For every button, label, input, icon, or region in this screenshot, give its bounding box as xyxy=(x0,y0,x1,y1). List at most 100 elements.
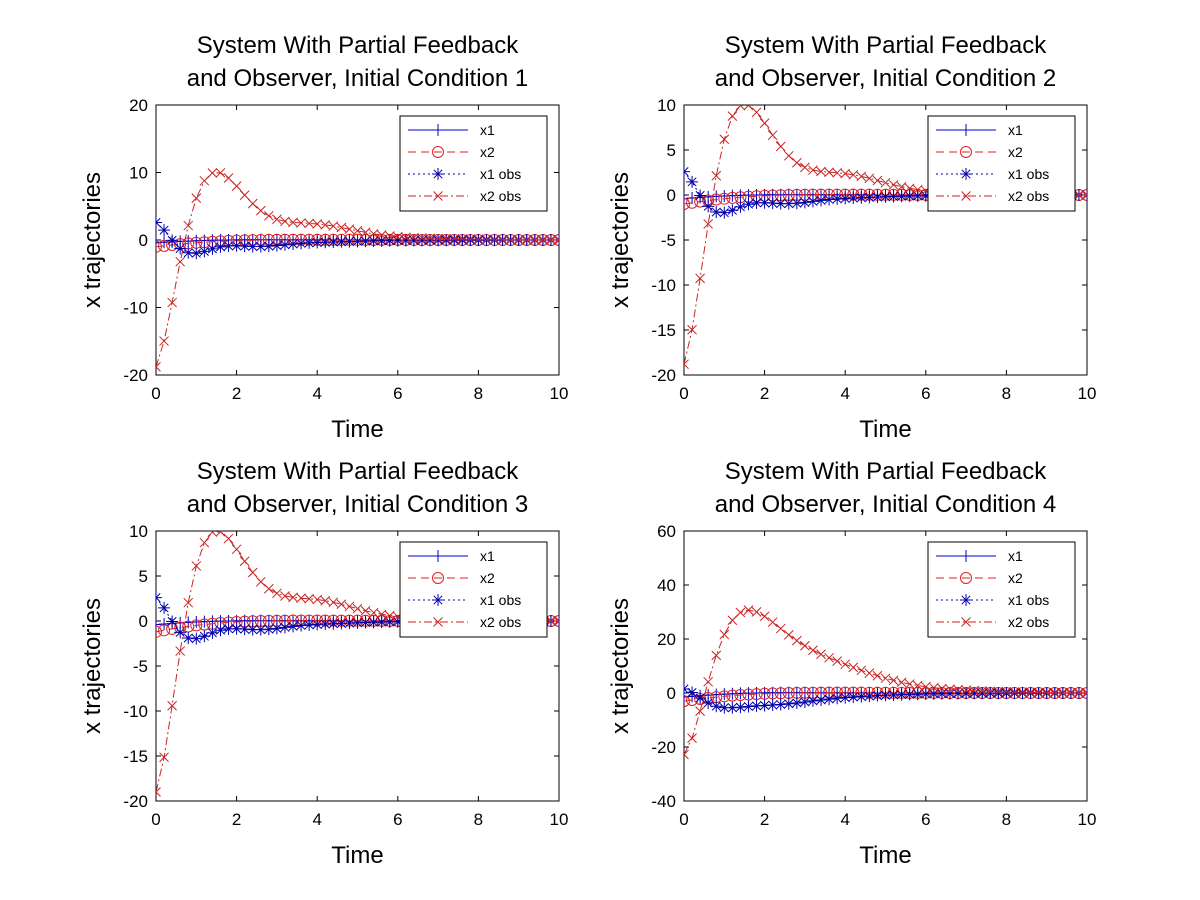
series-x1-point xyxy=(159,618,170,631)
series-x1-obs-point xyxy=(919,688,932,701)
y-tick-label: -5 xyxy=(133,657,148,676)
series-x1-obs-point xyxy=(839,691,852,704)
series-x1-obs-point xyxy=(960,687,973,700)
series-x1-obs-point xyxy=(190,632,203,645)
series-x1-obs-point xyxy=(295,619,308,632)
series-x2-obs-point xyxy=(449,233,460,244)
series-x2-point xyxy=(726,191,739,204)
series-x2-obs-point xyxy=(538,235,548,245)
y-tick-label: 5 xyxy=(667,141,676,160)
legend-marker xyxy=(961,124,971,136)
series-x2-obs-point xyxy=(384,610,395,621)
series-x2-obs-line xyxy=(156,172,559,368)
series-x2-obs-point xyxy=(848,169,859,180)
series-x2-obs-point xyxy=(156,787,161,797)
series-x1-obs-point xyxy=(710,206,723,219)
series-x1-obs-point xyxy=(839,192,852,205)
y-tick-label: -5 xyxy=(661,231,676,250)
x-tick-label: 0 xyxy=(151,810,160,829)
series-x1-obs-point xyxy=(798,196,811,209)
legend-item-series-x1-obs: x1 obs xyxy=(408,592,521,608)
series-x2-obs-point xyxy=(684,749,689,760)
legend-box xyxy=(399,115,548,212)
series-x2-obs-point xyxy=(791,635,802,646)
series-x1-obs-point xyxy=(919,189,932,202)
series-x2-obs-point xyxy=(191,193,202,204)
series-x1-obs-point xyxy=(351,616,364,629)
y-tick-label: 5 xyxy=(139,567,148,586)
series-x2-obs-point xyxy=(808,165,818,175)
series-x1-obs-point xyxy=(391,615,404,628)
series-x2-obs-point xyxy=(751,107,762,118)
series-x1-obs-point xyxy=(222,622,235,635)
x-tick-label: 8 xyxy=(474,384,483,403)
y-tick-label: 20 xyxy=(129,96,148,115)
x-tick-label: 10 xyxy=(550,384,569,403)
series-x1-obs-point xyxy=(734,200,747,213)
series-x2-obs-point xyxy=(473,234,484,245)
series-x2-point xyxy=(742,688,755,701)
series-x2-obs-point xyxy=(920,681,931,692)
series-x2-obs-point xyxy=(759,611,770,622)
series-x1-obs-point xyxy=(927,687,940,700)
series-x2-obs-point xyxy=(191,561,202,571)
series-x1-obs-point xyxy=(319,236,332,249)
y-tick-label: 20 xyxy=(657,630,676,649)
legend-label: x2 obs xyxy=(1008,614,1049,630)
y-tick-label: -15 xyxy=(123,747,148,766)
series-x2-obs-point xyxy=(320,595,331,606)
series-x2-obs-point xyxy=(296,218,306,228)
series-x2-obs-point xyxy=(223,533,234,544)
series-x2-point xyxy=(686,196,699,209)
series-x2-obs-point xyxy=(832,656,842,666)
series-x1-obs-point xyxy=(383,234,396,247)
legend-label: x2 xyxy=(1008,570,1023,586)
series-x2-point xyxy=(158,624,171,637)
series-x1-obs-point xyxy=(190,247,203,260)
series-x1-obs-point xyxy=(206,626,219,639)
series-x2-obs-point xyxy=(1017,687,1028,698)
series-x2-obs-point xyxy=(1041,687,1052,698)
series-x1-obs-point xyxy=(230,239,243,252)
series-x1-obs-point xyxy=(472,234,485,247)
legend: x1 x2 x1 obs x2 obs xyxy=(399,541,548,638)
y-tick-label: -15 xyxy=(651,321,676,340)
series-x2-point xyxy=(190,619,203,632)
series-x2-obs-point xyxy=(336,222,347,233)
series-x2-obs-point xyxy=(767,617,778,628)
series-x1-obs-point xyxy=(742,198,755,211)
series-x2-obs-point xyxy=(263,210,274,221)
series-x2-obs-point xyxy=(159,336,169,346)
series-x2-obs-point xyxy=(360,227,371,238)
series-x2-point xyxy=(734,689,747,702)
legend-item-series-x1: x1 xyxy=(936,548,1023,564)
legend-label: x2 xyxy=(1008,144,1023,160)
series-x2-obs-point xyxy=(743,605,754,616)
y-tick-label: -20 xyxy=(651,366,676,385)
x-axis-label: Time xyxy=(859,416,911,443)
series-x2-obs-point xyxy=(840,168,851,179)
series-x1-obs-point xyxy=(879,689,892,702)
series-x2-obs-point xyxy=(409,232,419,243)
chart-panel-2: System With Partial Feedback and Observer… xyxy=(607,32,1096,443)
series-x2-obs-point xyxy=(929,682,939,693)
series-x2-obs-point xyxy=(695,273,705,284)
x-axis-label: Time xyxy=(331,842,383,869)
legend-item-series-x1-obs: x1 obs xyxy=(936,592,1049,608)
series-x1-obs-point xyxy=(911,688,924,701)
series-x2-obs-point xyxy=(368,607,379,618)
series-x1-obs-point xyxy=(278,238,291,251)
legend-item-series-x1-obs: x1 obs xyxy=(936,166,1049,182)
legend-item-series-x2-obs: x2 obs xyxy=(408,188,521,204)
series-x2-obs-point xyxy=(167,700,177,711)
legend-marker xyxy=(960,168,972,180)
series-x2-obs-point xyxy=(912,680,923,691)
series-x1-obs-point xyxy=(343,617,356,630)
x-tick-label: 6 xyxy=(393,810,402,829)
series-x1-obs-point xyxy=(871,191,884,204)
series-x2-obs-point xyxy=(352,225,363,236)
legend-item-series-x2-obs: x2 obs xyxy=(936,188,1049,204)
x-tick-label: 4 xyxy=(312,810,321,829)
series-x1-obs-point xyxy=(847,691,860,704)
